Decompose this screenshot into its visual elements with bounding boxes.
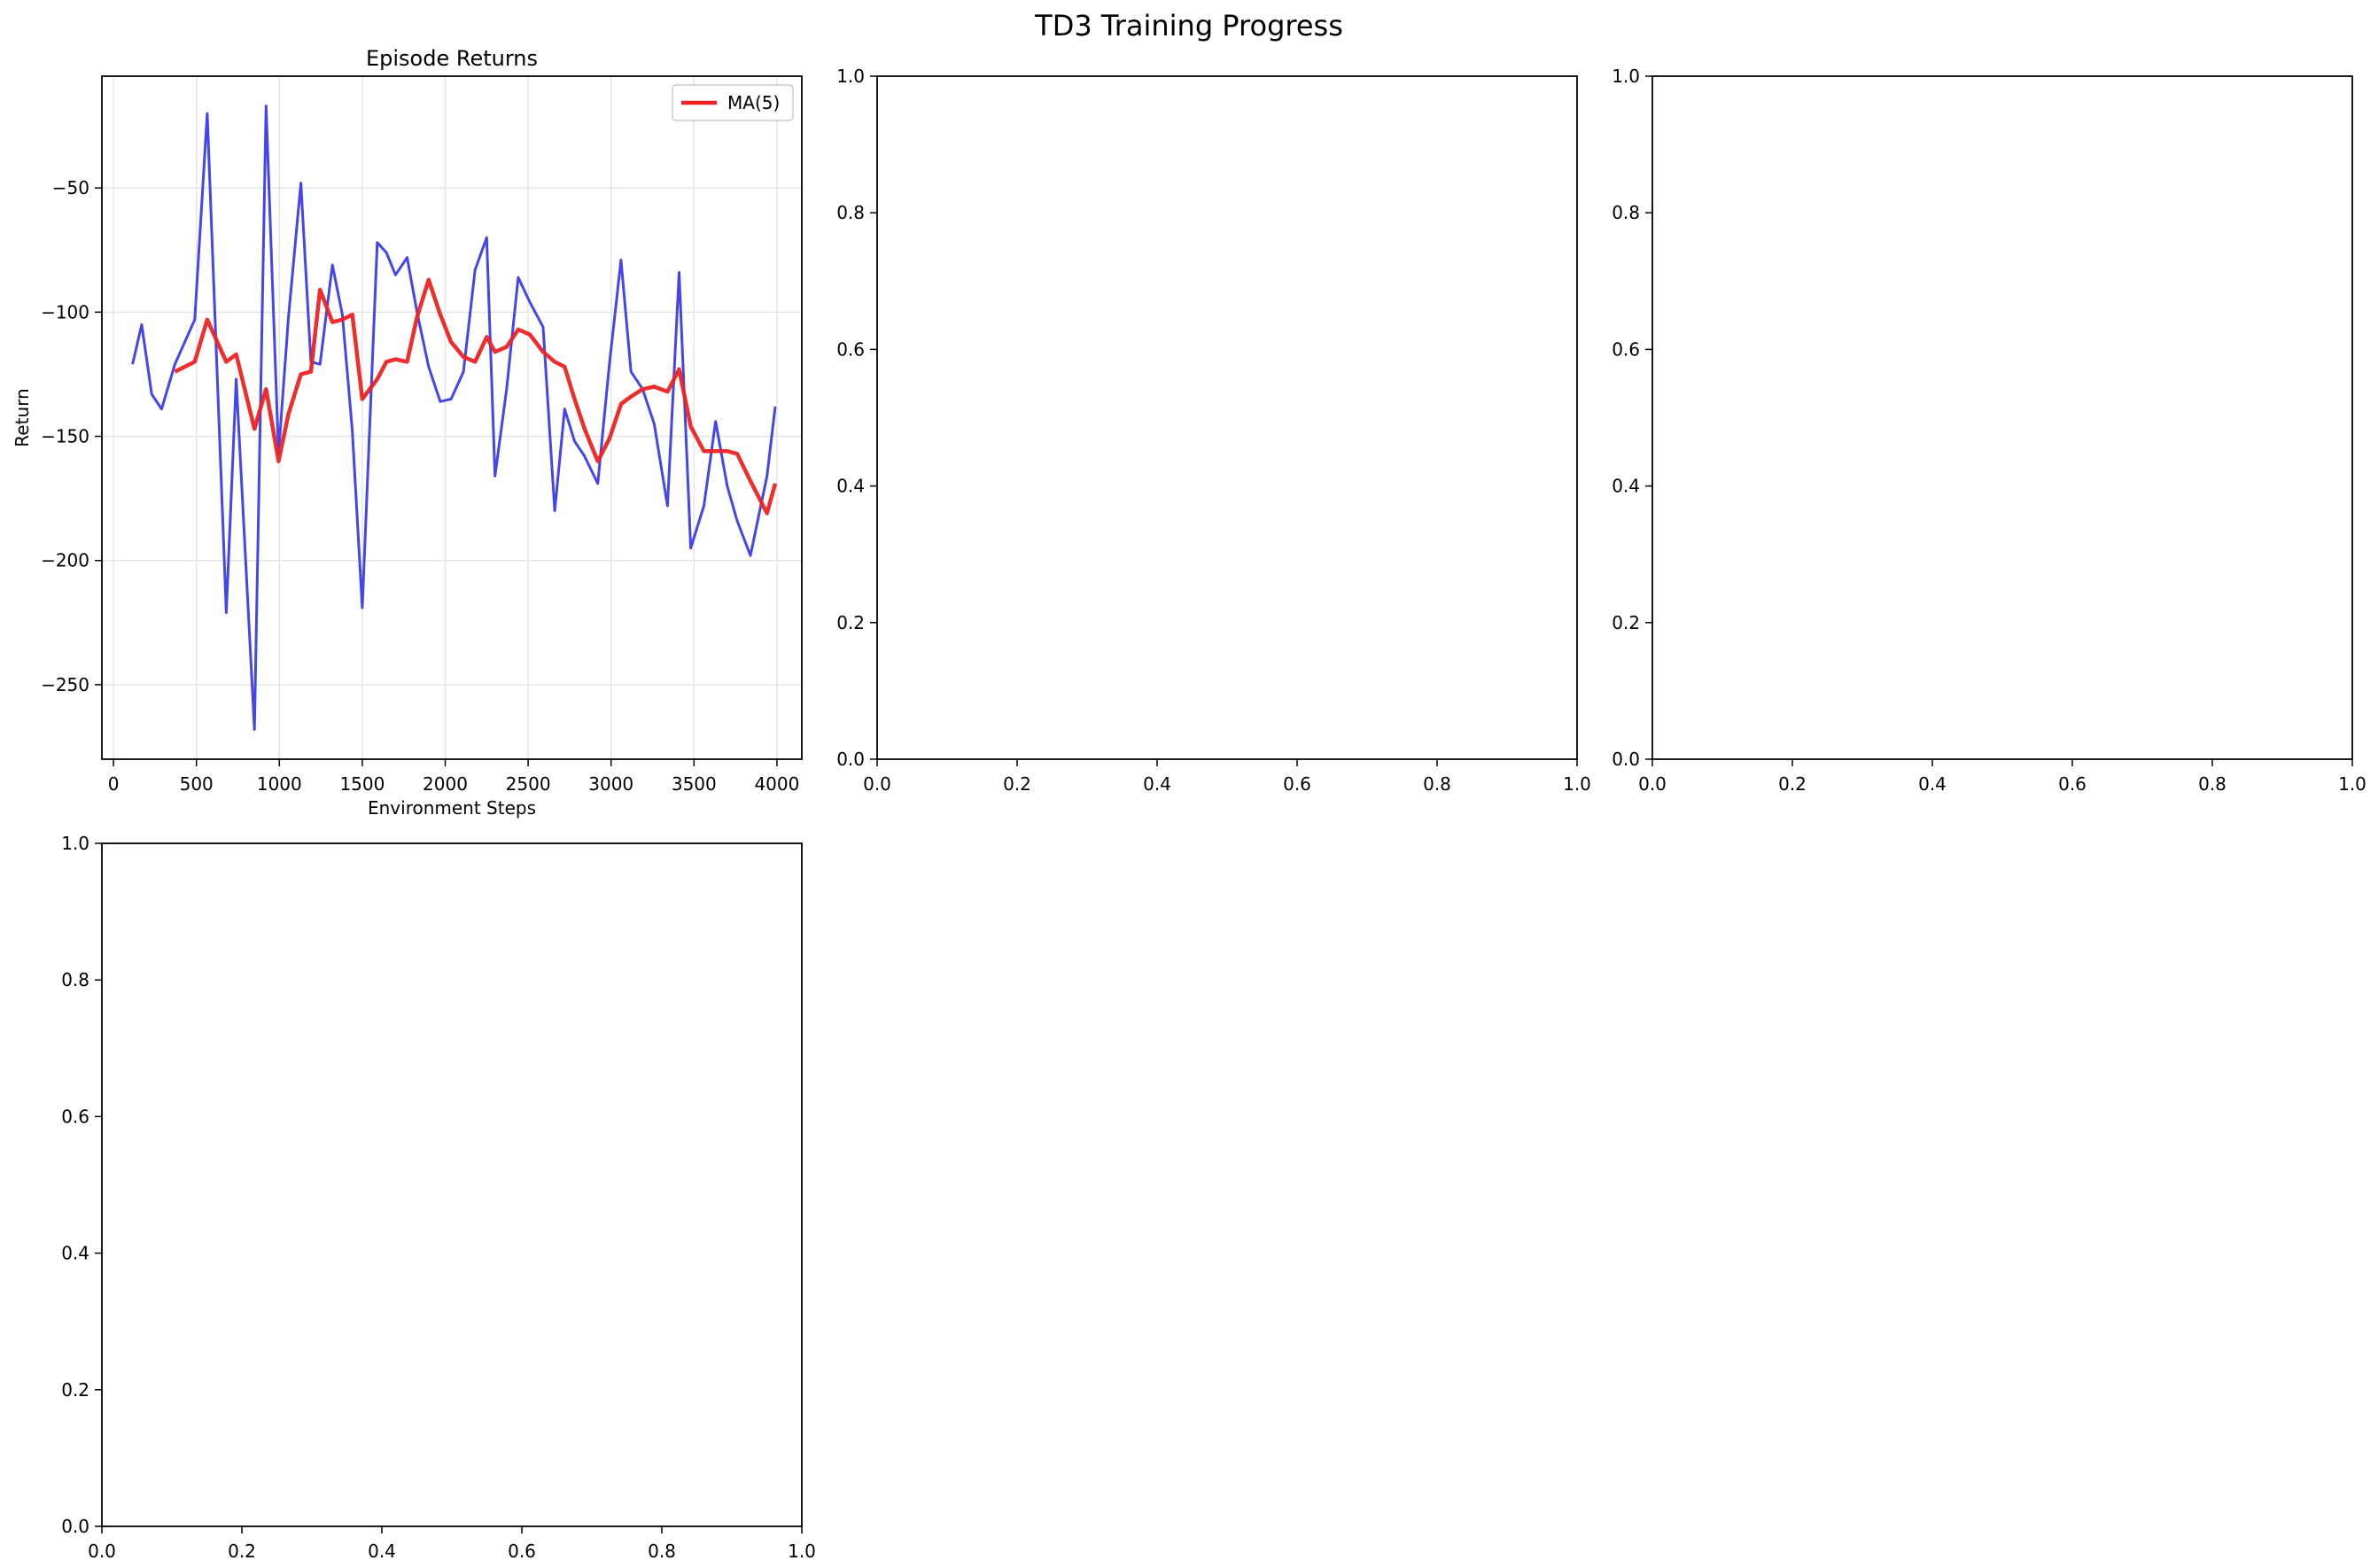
x-tick-label: 0.2 xyxy=(1003,773,1031,795)
x-tick-label: 0.0 xyxy=(88,1541,116,1562)
y-axis-label: Return xyxy=(12,388,33,446)
axes-frame xyxy=(876,75,1578,760)
y-tick-label: 1.0 xyxy=(836,66,865,87)
axes-frame xyxy=(101,842,803,1527)
axes-frame xyxy=(1651,75,2353,760)
x-tick-label: 3000 xyxy=(588,773,633,795)
x-tick-label: 0.6 xyxy=(1283,773,1311,795)
y-tick-label: 0.8 xyxy=(61,969,89,990)
y-tick-label: −150 xyxy=(41,426,89,447)
figure-title: TD3 Training Progress xyxy=(1034,9,1343,43)
y-tick-label: −250 xyxy=(41,674,89,695)
y-tick-label: 0.6 xyxy=(61,1106,89,1127)
x-tick-label: 0.6 xyxy=(2058,773,2087,795)
x-tick-label: 3500 xyxy=(672,773,717,795)
y-tick-label: 0.0 xyxy=(61,1516,89,1537)
y-tick-label: 0.6 xyxy=(836,338,865,360)
x-tick-label: 1.0 xyxy=(1563,773,1591,795)
chart-panel-2: 0.0 0.2 0.4 0.6 0.8 1.0 0.0 0.2 0.4 0.6 0.8 1.0 xyxy=(836,66,1591,795)
x-tick-label: 0.8 xyxy=(2198,773,2226,795)
legend-label: MA(5) xyxy=(727,92,780,113)
x-tick-label: 0.8 xyxy=(1423,773,1451,795)
episode-return-line xyxy=(131,105,777,731)
y-tick-label: −200 xyxy=(41,550,89,571)
x-tick-label: 1.0 xyxy=(2338,773,2366,795)
y-tick-label: 1.0 xyxy=(1612,66,1640,87)
y-tick-label: −50 xyxy=(52,177,89,198)
chart-panel-4: 0.0 0.2 0.4 0.6 0.8 1.0 0.0 0.2 0.4 0.6 0.8 1.0 xyxy=(61,833,816,1562)
x-tick-label: 0.2 xyxy=(228,1541,256,1562)
x-tick-label: 2500 xyxy=(506,773,551,795)
y-tick-label: −100 xyxy=(41,301,89,322)
x-axis-label: Environment Steps xyxy=(368,797,536,819)
x-tick-label: 0.2 xyxy=(1778,773,1807,795)
x-tick-label: 1500 xyxy=(339,773,385,795)
moving-average-line xyxy=(174,277,778,516)
x-tick-label: 0.8 xyxy=(648,1541,676,1562)
chart-title: Episode Returns xyxy=(366,46,538,71)
y-tick-label: 0.4 xyxy=(836,476,865,497)
x-tick-label: 0.4 xyxy=(1143,773,1171,795)
y-tick-label: 0.6 xyxy=(1612,338,1640,360)
x-tick-label: 0.4 xyxy=(1918,773,1947,795)
x-tick-label: 4000 xyxy=(754,773,799,795)
y-tick-label: 0.0 xyxy=(836,749,865,770)
x-tick-label: 1000 xyxy=(257,773,302,795)
axes-frame xyxy=(101,75,803,760)
x-tick-label: 500 xyxy=(180,773,214,795)
x-tick-label: 0.0 xyxy=(863,773,891,795)
y-tick-label: 0.2 xyxy=(1612,612,1640,633)
x-tick-label: 1.0 xyxy=(788,1541,816,1562)
y-tick-label: 0.8 xyxy=(836,202,865,223)
y-tick-label: 0.2 xyxy=(61,1379,89,1401)
chart-panel-1: 0 500 1000 1500 2000 2500 3000 3500 4000 −250 −200… xyxy=(12,46,803,819)
legend: MA(5) xyxy=(672,84,794,121)
y-tick-label: 0.4 xyxy=(1612,476,1640,497)
x-tick-label: 0.0 xyxy=(1638,773,1667,795)
chart-panel-3: 0.0 0.2 0.4 0.6 0.8 1.0 0.0 0.2 0.4 0.6 0.8 1.0 xyxy=(1612,66,2366,795)
x-tick-label: 2000 xyxy=(423,773,468,795)
x-tick-label: 0 xyxy=(108,773,120,795)
x-tick-label: 0.4 xyxy=(368,1541,396,1562)
y-tick-label: 0.0 xyxy=(1612,749,1640,770)
x-tick-label: 0.6 xyxy=(508,1541,536,1562)
y-tick-label: 0.8 xyxy=(1612,202,1640,223)
legend-box xyxy=(672,84,794,121)
y-tick-label: 1.0 xyxy=(61,833,89,854)
y-tick-label: 0.2 xyxy=(836,612,865,633)
y-tick-label: 0.4 xyxy=(61,1243,89,1264)
